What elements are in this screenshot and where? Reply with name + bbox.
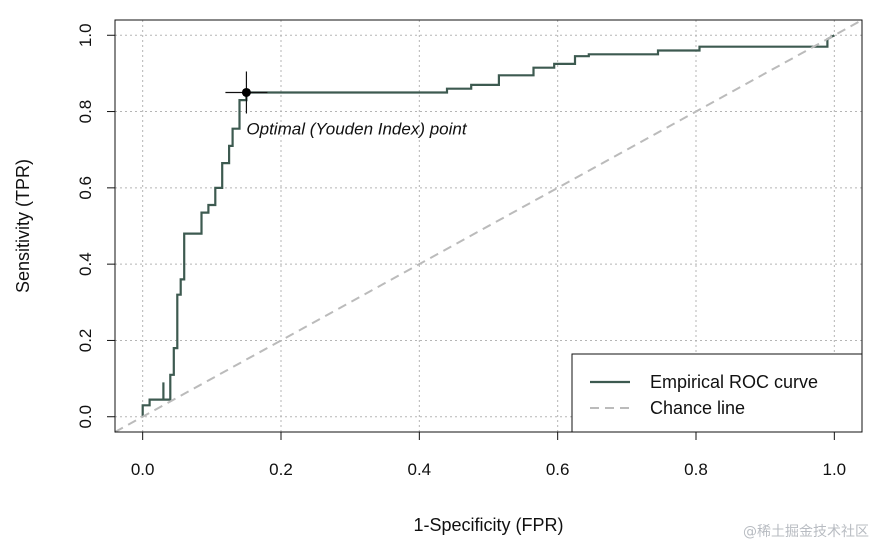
y-axis-label: Sensitivity (TPR): [13, 159, 33, 293]
y-tick-label: 0.8: [76, 100, 95, 124]
y-tick-label: 0.4: [76, 252, 95, 276]
legend: Empirical ROC curve Chance line: [571, 353, 863, 433]
grid: [115, 20, 862, 432]
chance-line: [114, 19, 863, 433]
x-tick-label: 0.0: [131, 460, 155, 479]
x-tick-label: 0.8: [684, 460, 708, 479]
x-tick-label: 1.0: [823, 460, 847, 479]
series-layer: [114, 19, 863, 433]
watermark: @稀土掘金技术社区: [743, 524, 869, 540]
y-tick-label: 1.0: [76, 23, 95, 47]
legend-entry: Empirical ROC curve: [650, 372, 818, 392]
plot-frame: [114, 19, 863, 433]
optimal-point-label: Optimal (Youden Index) point: [246, 119, 467, 138]
x-tick-label: 0.2: [269, 460, 293, 479]
x-axis-label: 1-Specificity (FPR): [413, 515, 563, 535]
x-tick-label: 0.6: [546, 460, 570, 479]
roc-curve: [141, 34, 835, 417]
legend-entry: Chance line: [650, 398, 745, 418]
y-tick-label: 0.6: [76, 176, 95, 200]
annotation-layer: Optimal (Youden Index) point: [225, 71, 468, 138]
optimal-point-marker: [241, 87, 251, 97]
y-tick-label: 0.2: [76, 329, 95, 353]
axes: 0.0 0.2 0.4 0.6 0.8 1.0 0.0 0.2 0.4 0.6 0.8 1.0: [76, 23, 846, 479]
legend-box: [571, 353, 863, 433]
x-tick-label: 0.4: [408, 460, 432, 479]
y-tick-label: 0.0: [76, 405, 95, 429]
